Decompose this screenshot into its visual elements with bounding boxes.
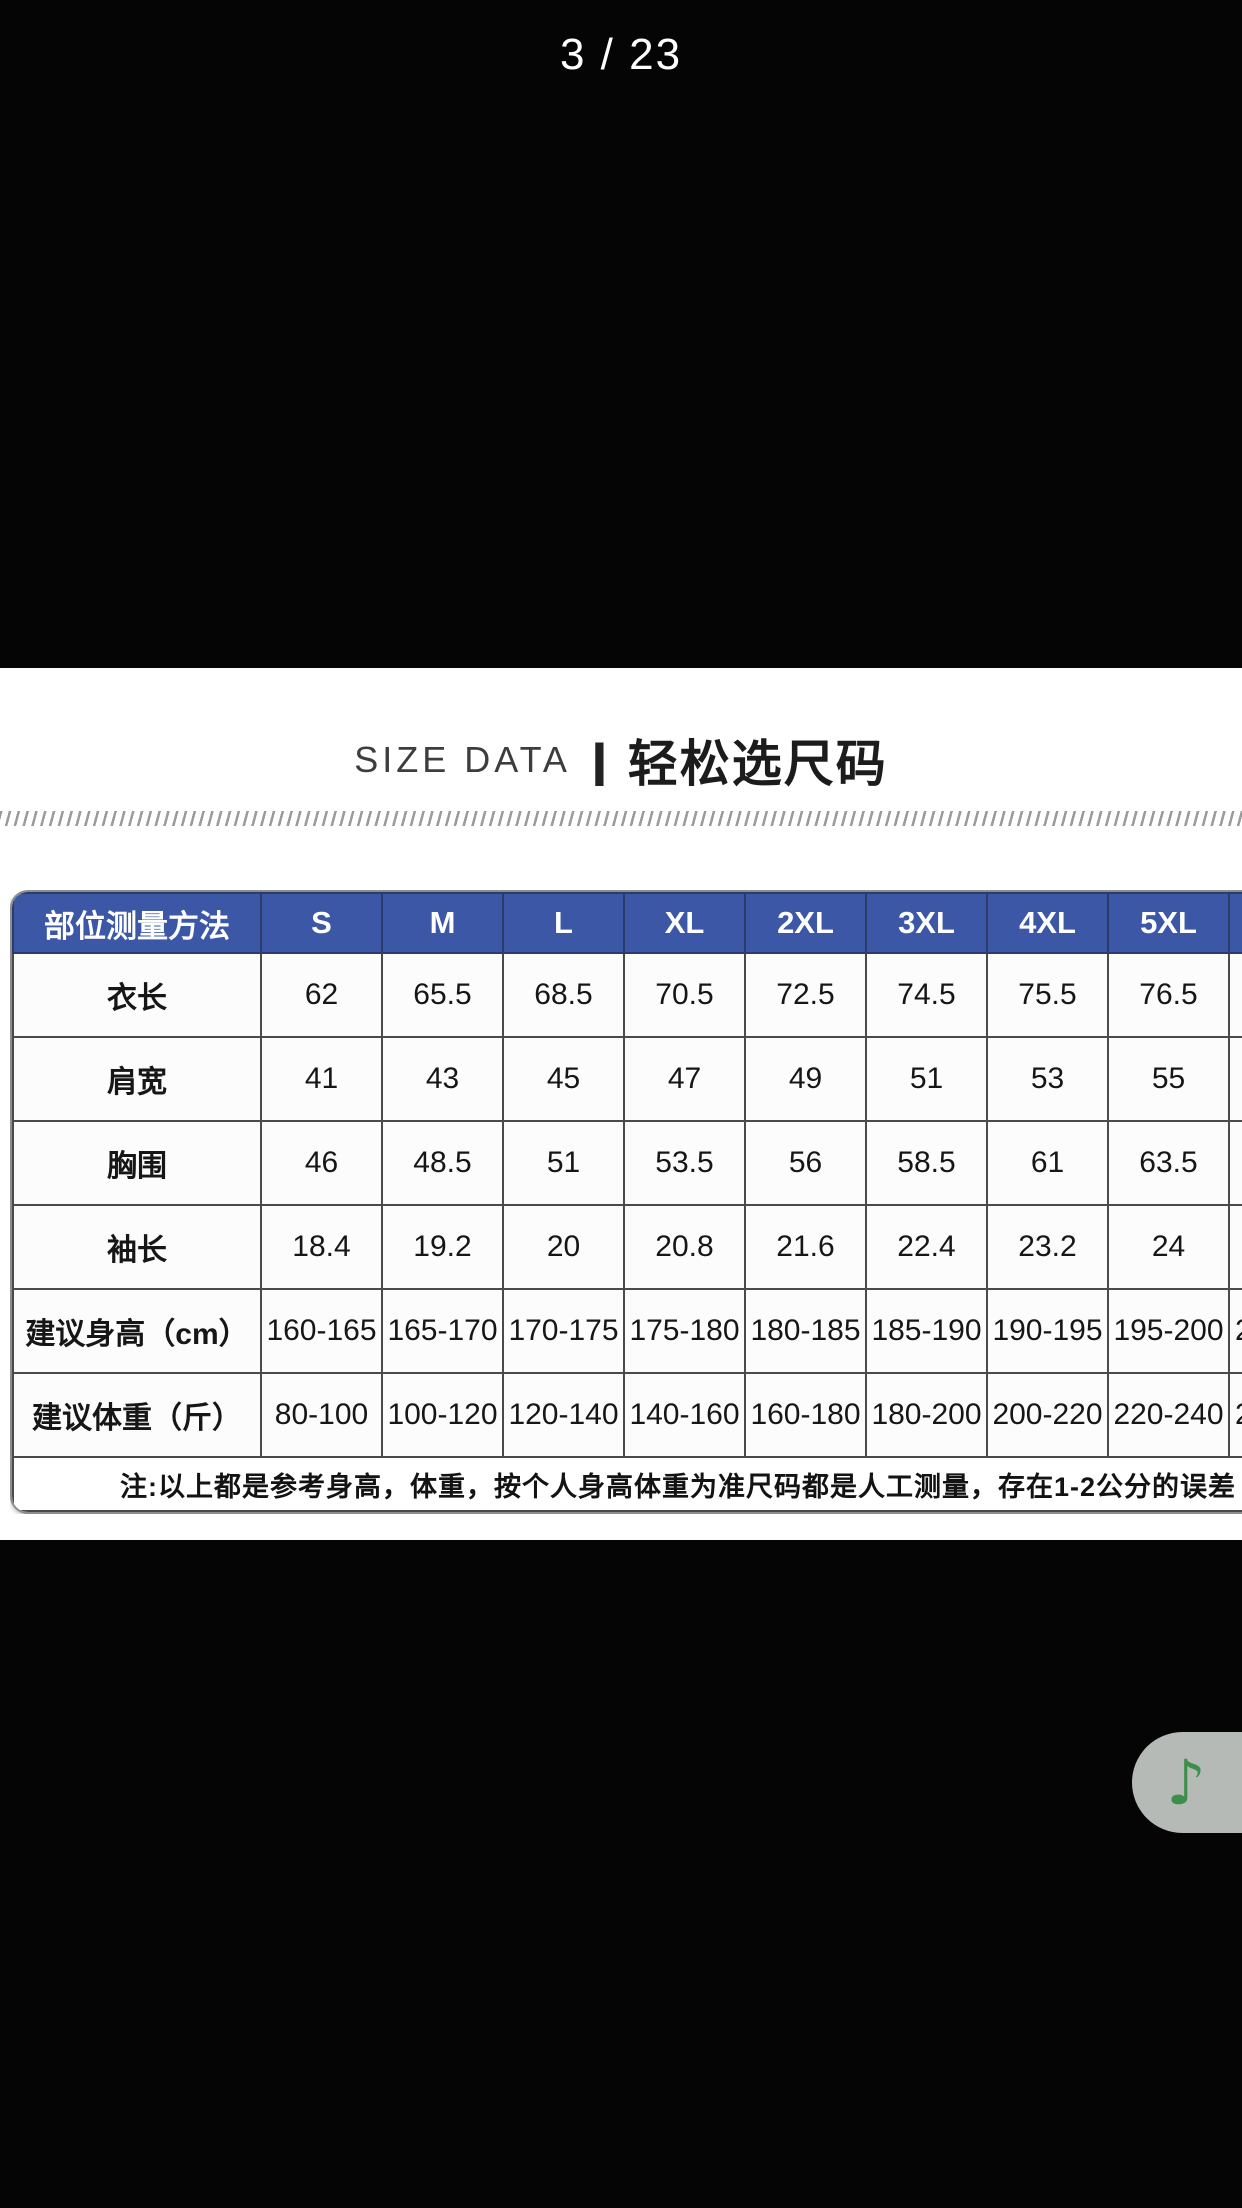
header-cell-cutoff — [1228, 892, 1242, 954]
size-value-cell: 160-165 — [260, 1288, 383, 1374]
row-label: 建议身高（cm） — [12, 1288, 262, 1374]
size-value-cell: 80-100 — [260, 1372, 383, 1458]
size-value-cell: 24 — [1107, 1204, 1230, 1290]
size-table: 部位测量方法 S M L XL 2XL 3XL 4XL 5XL 衣长 62 65.5 68.5 70.5 7… — [12, 892, 1242, 1512]
title-english: SIZE DATA — [354, 739, 571, 780]
row-label: 建议体重（斤） — [12, 1372, 262, 1458]
size-value-cell: 53 — [986, 1036, 1109, 1122]
size-value-cell: 41 — [260, 1036, 383, 1122]
size-value-cell: 180-185 — [744, 1288, 867, 1374]
cutoff-value-cell — [1228, 952, 1242, 1038]
table-row: 衣长 62 65.5 68.5 70.5 72.5 74.5 75.5 76.5 — [12, 952, 1242, 1038]
size-value-cell: 74.5 — [865, 952, 988, 1038]
size-value-cell: 62 — [260, 952, 383, 1038]
header-cell-size: L — [502, 892, 625, 954]
size-value-cell: 180-200 — [865, 1372, 988, 1458]
table-row: 胸围 46 48.5 51 53.5 56 58.5 61 63.5 — [12, 1120, 1242, 1206]
size-value-cell: 76.5 — [1107, 952, 1230, 1038]
table-note: 注:以上都是参考身高，体重，按个人身高体重为准尺码都是人工测量，存在1-2公分的… — [12, 1456, 1242, 1512]
cutoff-value-cell: 20 — [1228, 1288, 1242, 1374]
row-label: 胸围 — [12, 1120, 262, 1206]
cutoff-value-cell — [1228, 1204, 1242, 1290]
size-chart-image[interactable]: SIZE DATA | 轻松选尺码 部位测量方法 S M L XL 2XL 3XL 4XL 5X… — [0, 668, 1242, 1540]
header-cell-size: 4XL — [986, 892, 1109, 954]
size-value-cell: 51 — [502, 1120, 625, 1206]
header-cell-size: 3XL — [865, 892, 988, 954]
size-value-cell: 63.5 — [1107, 1120, 1230, 1206]
size-value-cell: 170-175 — [502, 1288, 625, 1374]
row-label: 袖长 — [12, 1204, 262, 1290]
size-value-cell: 190-195 — [986, 1288, 1109, 1374]
size-value-cell: 48.5 — [381, 1120, 504, 1206]
size-value-cell: 47 — [623, 1036, 746, 1122]
size-value-cell: 200-220 — [986, 1372, 1109, 1458]
header-cell-size: M — [381, 892, 504, 954]
table-row: 建议体重（斤） 80-100 100-120 120-140 140-160 160-18… — [12, 1372, 1242, 1458]
cutoff-value-cell: 24 — [1228, 1372, 1242, 1458]
size-value-cell: 75.5 — [986, 952, 1109, 1038]
size-value-cell: 51 — [865, 1036, 988, 1122]
size-value-cell: 55 — [1107, 1036, 1230, 1122]
size-value-cell: 175-180 — [623, 1288, 746, 1374]
size-value-cell: 68.5 — [502, 952, 625, 1038]
cutoff-value-cell — [1228, 1036, 1242, 1122]
size-value-cell: 61 — [986, 1120, 1109, 1206]
size-value-cell: 72.5 — [744, 952, 867, 1038]
size-table-frame: 部位测量方法 S M L XL 2XL 3XL 4XL 5XL 衣长 62 65.5 68.5 70.5 7… — [10, 890, 1242, 1514]
row-label: 衣长 — [12, 952, 262, 1038]
size-value-cell: 23.2 — [986, 1204, 1109, 1290]
size-value-cell: 46 — [260, 1120, 383, 1206]
table-row: 肩宽 41 43 45 47 49 51 53 55 — [12, 1036, 1242, 1122]
header-cell-size: XL — [623, 892, 746, 954]
music-toggle-button[interactable]: ♪ — [1132, 1732, 1242, 1833]
size-value-cell: 100-120 — [381, 1372, 504, 1458]
size-value-cell: 20 — [502, 1204, 625, 1290]
hatch-divider — [0, 811, 1242, 826]
music-note-icon: ♪ — [1166, 1745, 1206, 1819]
header-cell-size: 2XL — [744, 892, 867, 954]
size-value-cell: 20.8 — [623, 1204, 746, 1290]
size-value-cell: 45 — [502, 1036, 625, 1122]
size-value-cell: 220-240 — [1107, 1372, 1230, 1458]
row-label: 肩宽 — [12, 1036, 262, 1122]
size-value-cell: 53.5 — [623, 1120, 746, 1206]
table-note-row: 注:以上都是参考身高，体重，按个人身高体重为准尺码都是人工测量，存在1-2公分的… — [12, 1456, 1242, 1512]
size-value-cell: 70.5 — [623, 952, 746, 1038]
size-value-cell: 49 — [744, 1036, 867, 1122]
size-value-cell: 165-170 — [381, 1288, 504, 1374]
header-cell-label: 部位测量方法 — [12, 892, 262, 954]
size-value-cell: 18.4 — [260, 1204, 383, 1290]
size-value-cell: 21.6 — [744, 1204, 867, 1290]
size-chart-title: SIZE DATA | 轻松选尺码 — [0, 724, 1242, 796]
size-value-cell: 185-190 — [865, 1288, 988, 1374]
size-value-cell: 56 — [744, 1120, 867, 1206]
size-value-cell: 43 — [381, 1036, 504, 1122]
cutoff-value-cell — [1228, 1120, 1242, 1206]
size-value-cell: 160-180 — [744, 1372, 867, 1458]
size-value-cell: 120-140 — [502, 1372, 625, 1458]
size-value-cell: 195-200 — [1107, 1288, 1230, 1374]
header-cell-size: S — [260, 892, 383, 954]
table-header-row: 部位测量方法 S M L XL 2XL 3XL 4XL 5XL — [12, 892, 1242, 954]
header-cell-size: 5XL — [1107, 892, 1230, 954]
size-value-cell: 140-160 — [623, 1372, 746, 1458]
size-table-clip: 部位测量方法 S M L XL 2XL 3XL 4XL 5XL 衣长 62 65.5 68.5 70.5 7… — [10, 890, 1242, 1514]
title-chinese: 轻松选尺码 — [627, 736, 888, 792]
page-indicator: 3 / 23 — [559, 30, 683, 79]
size-value-cell: 22.4 — [865, 1204, 988, 1290]
title-separator: | — [590, 734, 609, 786]
size-value-cell: 19.2 — [381, 1204, 504, 1290]
size-value-cell: 65.5 — [381, 952, 504, 1038]
table-row: 袖长 18.4 19.2 20 20.8 21.6 22.4 23.2 24 — [12, 1204, 1242, 1290]
table-row: 建议身高（cm） 160-165 165-170 170-175 175-180 180-… — [12, 1288, 1242, 1374]
size-value-cell: 58.5 — [865, 1120, 988, 1206]
